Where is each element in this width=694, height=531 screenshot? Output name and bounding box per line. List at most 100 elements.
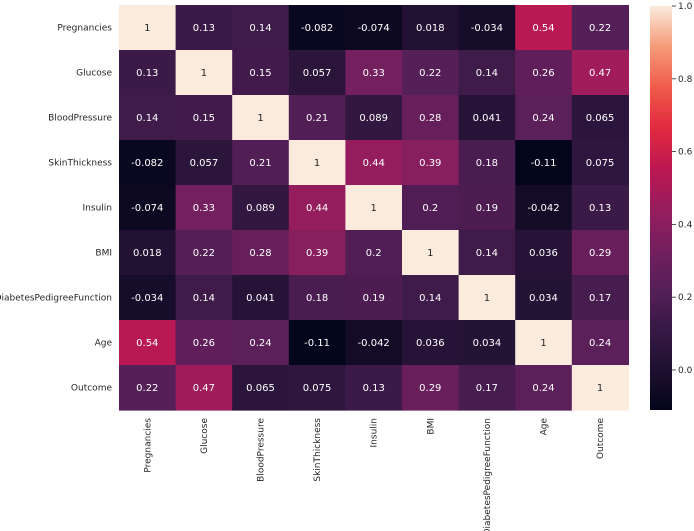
x-tick-label: Age (540, 418, 550, 436)
cell-value-label: -0.11 (304, 338, 330, 349)
cell-value-label: -0.042 (358, 338, 390, 349)
heatmap-cell (515, 140, 573, 186)
cell-value-label: 0.057 (190, 158, 219, 169)
heatmap-cell (515, 185, 573, 231)
heatmap-cell (515, 5, 573, 51)
cell-value-label: 0.13 (589, 203, 611, 214)
heatmap-cell (232, 5, 290, 51)
x-tick-label: Insulin (370, 418, 380, 447)
heatmap-cell (175, 50, 233, 96)
heatmap-cell (119, 50, 177, 96)
cell-value-label: 0.075 (303, 383, 332, 394)
cell-value-label: 0.24 (532, 383, 554, 394)
cell-value-label: 0.14 (419, 293, 441, 304)
cell-value-label: 0.18 (476, 158, 498, 169)
heatmap-cell (119, 140, 177, 186)
heatmap-cell (458, 185, 516, 231)
heatmap-cell (345, 320, 403, 366)
cell-value-label: 0.075 (586, 158, 615, 169)
colorbar-gradient (650, 6, 672, 410)
cell-value-label: 0.26 (532, 68, 554, 79)
heatmap-cell (458, 50, 516, 96)
cell-value-label: 0.29 (589, 248, 611, 259)
heatmap-cell (232, 140, 290, 186)
cell-value-label: 1 (371, 203, 377, 214)
cell-value-label: 0.54 (136, 338, 158, 349)
heatmap-cell (515, 365, 573, 411)
heatmap-cell (288, 50, 346, 96)
cell-value-label: 1 (484, 293, 490, 304)
cell-value-label: -0.034 (131, 293, 163, 304)
cell-value-label: 0.018 (416, 23, 445, 34)
x-tick-label: BMI (426, 418, 436, 435)
cell-value-label: 0.39 (419, 158, 441, 169)
colorbar-tick-label: 1.0 (678, 2, 693, 12)
heatmap-cells (119, 5, 629, 411)
heatmap-cell (345, 275, 403, 321)
colorbar: 0.0 0.2 0.4 0.6 0.8 1.0 (650, 2, 693, 410)
heatmap-cell (458, 5, 516, 51)
cell-value-label: -0.034 (471, 23, 503, 34)
heatmap-cell (232, 95, 290, 141)
heatmap-cell (288, 365, 346, 411)
heatmap-cell (119, 95, 177, 141)
heatmap-cell (288, 185, 346, 231)
cell-value-label: 0.14 (476, 68, 498, 79)
y-tick-label: Age (95, 339, 113, 349)
x-tick-label: Pregnancies (143, 418, 153, 473)
cell-value-label: 0.14 (193, 293, 215, 304)
heatmap-cell (119, 230, 177, 276)
y-tick-label: Glucose (76, 69, 112, 79)
cell-value-label: 0.089 (246, 203, 275, 214)
heatmap-cell (175, 230, 233, 276)
cell-value-label: 0.018 (133, 248, 162, 259)
heatmap-cell (402, 5, 460, 51)
cell-value-label: 1 (597, 383, 603, 394)
cell-value-label: 0.065 (586, 113, 615, 124)
cell-value-label: 0.034 (473, 338, 502, 349)
cell-value-label: 0.15 (193, 113, 215, 124)
heatmap-cell (458, 275, 516, 321)
x-tick-label: Glucose (200, 418, 210, 454)
cell-value-label: 0.15 (249, 68, 271, 79)
cell-value-label: 0.22 (589, 23, 611, 34)
cell-value-label: 0.22 (136, 383, 158, 394)
x-tick-label: BloodPressure (257, 418, 267, 482)
heatmap-cell (232, 320, 290, 366)
y-tick-label: Insulin (83, 204, 112, 214)
colorbar-tick-label: 0.8 (678, 75, 693, 85)
heatmap-cell (175, 275, 233, 321)
heatmap-cell (288, 5, 346, 51)
heatmap-cell (345, 50, 403, 96)
cell-value-label: 0.47 (193, 383, 215, 394)
heatmap-cell (175, 320, 233, 366)
heatmap-cell (345, 365, 403, 411)
heatmap-cell (515, 50, 573, 96)
colorbar-tick-label: 0.4 (678, 220, 693, 230)
heatmap-cell (288, 95, 346, 141)
cell-value-label: 1 (314, 158, 320, 169)
x-tick-label: SkinThickness (313, 418, 323, 482)
cell-value-label: 0.47 (589, 68, 611, 79)
cell-value-label: 0.39 (306, 248, 328, 259)
heatmap-annotations: 1 0.13 0.14 -0.082 -0.074 0.018 -0.034 0.54 0.22… (131, 23, 614, 394)
cell-value-label: 1 (144, 23, 150, 34)
heatmap-cell (288, 230, 346, 276)
cell-value-label: 0.2 (422, 203, 438, 214)
heatmap-cell (571, 230, 629, 276)
cell-value-label: 1 (540, 338, 546, 349)
heatmap-cell (402, 50, 460, 96)
cell-value-label: 0.24 (589, 338, 611, 349)
cell-value-label: 0.21 (249, 158, 271, 169)
heatmap-cell (458, 95, 516, 141)
cell-value-label: 0.44 (306, 203, 328, 214)
cell-value-label: 1 (257, 113, 263, 124)
cell-value-label: -0.082 (131, 158, 163, 169)
y-tick-label: SkinThickness (48, 159, 112, 169)
heatmap-cell (515, 230, 573, 276)
heatmap-cell (232, 365, 290, 411)
heatmap-cell (402, 140, 460, 186)
cell-value-label: 0.14 (476, 248, 498, 259)
cell-value-label: 0.036 (416, 338, 445, 349)
cell-value-label: 0.29 (419, 383, 441, 394)
